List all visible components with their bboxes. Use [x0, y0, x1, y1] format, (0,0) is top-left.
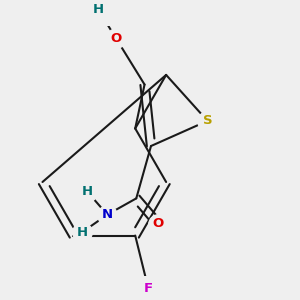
Text: H: H — [82, 185, 93, 198]
Text: O: O — [152, 217, 164, 230]
Text: H: H — [76, 226, 87, 239]
Text: O: O — [110, 32, 122, 45]
Text: F: F — [144, 282, 153, 295]
Text: N: N — [102, 208, 113, 221]
Text: S: S — [203, 114, 212, 128]
Text: H: H — [92, 3, 104, 16]
